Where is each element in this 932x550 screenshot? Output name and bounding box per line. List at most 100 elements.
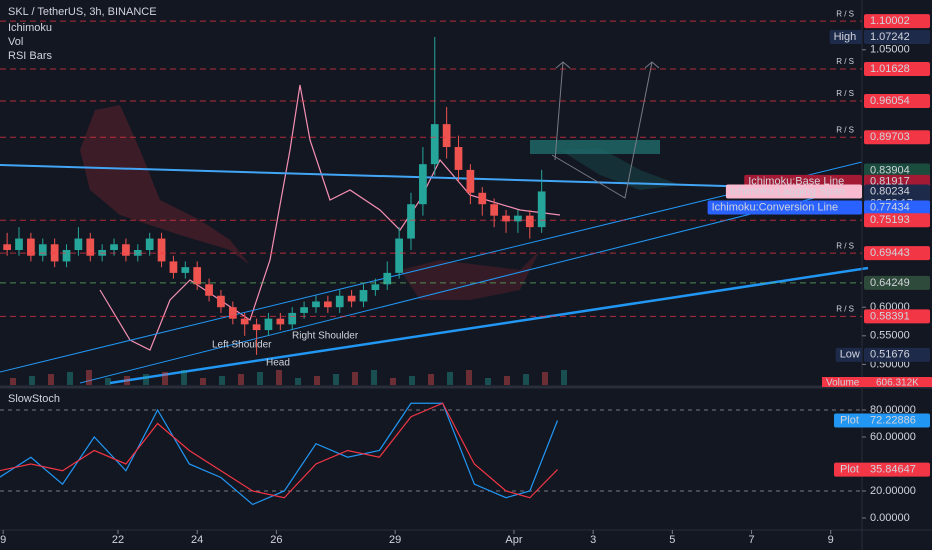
candle-body bbox=[514, 215, 522, 222]
candle-body bbox=[122, 244, 130, 256]
volume-bar bbox=[314, 376, 320, 385]
price-tag bbox=[864, 163, 930, 178]
ichimoku-cloud bbox=[400, 250, 540, 300]
candle-body bbox=[466, 169, 475, 193]
level-note: R / S bbox=[836, 57, 854, 66]
x-tick-label: 9 bbox=[0, 534, 6, 546]
candle-body bbox=[383, 272, 392, 285]
candle-body bbox=[3, 244, 11, 250]
price-tag-label: 0.75193 bbox=[870, 214, 910, 226]
volume-name: Volume bbox=[826, 378, 860, 389]
candle-body bbox=[442, 124, 451, 148]
candle-body bbox=[478, 192, 487, 205]
candle-body bbox=[62, 249, 71, 262]
candle-body bbox=[133, 249, 142, 256]
projection-arrow bbox=[554, 61, 564, 161]
price-tag-label: 1.10002 bbox=[870, 15, 910, 27]
candle-body bbox=[169, 261, 178, 273]
ichimoku-cloud bbox=[80, 105, 250, 265]
x-tick-label: 26 bbox=[270, 534, 282, 546]
tag-name-box bbox=[829, 29, 862, 44]
volume-bar bbox=[200, 378, 206, 385]
price-tag-label: 0.64249 bbox=[870, 277, 910, 289]
candle-body bbox=[145, 238, 154, 250]
x-tick-label: 5 bbox=[669, 534, 675, 546]
candle-body bbox=[228, 307, 237, 319]
candle-body bbox=[430, 124, 439, 165]
tag-name: Ichimoku:Conversion Line bbox=[712, 201, 839, 213]
candle-body bbox=[407, 204, 415, 239]
y-tick-label: 60.00000 bbox=[870, 431, 916, 443]
trend-line bbox=[109, 266, 869, 385]
volume-bar bbox=[124, 376, 130, 385]
candle-body bbox=[288, 312, 297, 325]
tag-name-box bbox=[707, 200, 862, 215]
candle-body bbox=[157, 238, 166, 262]
plot-name: Plot bbox=[840, 463, 859, 475]
plot-tag bbox=[834, 413, 930, 428]
candle-body bbox=[38, 244, 47, 256]
volume-bar bbox=[143, 374, 149, 385]
price-tag bbox=[864, 309, 930, 324]
candle-body bbox=[193, 267, 202, 285]
candle-body bbox=[525, 215, 534, 228]
price-tag bbox=[864, 275, 930, 290]
indicator-name: Vol bbox=[8, 36, 23, 48]
volume-bar bbox=[542, 372, 548, 385]
annotation: Left Shoulder bbox=[212, 340, 272, 351]
volume-bar bbox=[523, 374, 529, 385]
candle-body bbox=[276, 318, 285, 325]
x-tick-label: 22 bbox=[112, 534, 124, 546]
tag-name-box bbox=[725, 184, 862, 199]
price-tag bbox=[864, 213, 930, 228]
x-tick-label: 3 bbox=[590, 534, 596, 546]
level-note: R / S bbox=[836, 9, 854, 18]
candle-body bbox=[300, 307, 308, 313]
plot-value: 72.22886 bbox=[870, 414, 916, 426]
volume-bar bbox=[504, 376, 510, 385]
volume-bar bbox=[181, 370, 187, 385]
candle-body bbox=[419, 164, 427, 205]
price-tag-label: 0.51676 bbox=[870, 349, 910, 361]
price-tag bbox=[864, 200, 930, 215]
pane-title: SlowStoch bbox=[8, 393, 60, 405]
volume-bar bbox=[86, 370, 92, 385]
volume-bar bbox=[447, 372, 453, 385]
price-tag bbox=[864, 62, 930, 77]
candle-body bbox=[395, 238, 403, 273]
x-tick-label: 24 bbox=[191, 534, 203, 546]
candle-body bbox=[217, 295, 225, 308]
indicator-name: Ichimoku bbox=[8, 22, 52, 34]
tag-name: Low bbox=[840, 349, 860, 361]
volume-bar bbox=[219, 376, 225, 385]
price-tag-label: 0.83904 bbox=[870, 164, 910, 176]
price-tag-label: 1.07242 bbox=[870, 31, 910, 43]
price-tag bbox=[864, 93, 930, 108]
ichimoku-cloud bbox=[560, 148, 680, 190]
candle-body bbox=[490, 204, 499, 216]
volume-bar bbox=[428, 374, 434, 385]
candle-body bbox=[335, 295, 344, 308]
lagging-span bbox=[99, 84, 561, 351]
volume-bar bbox=[10, 378, 16, 385]
price-tag-label: 0.69443 bbox=[870, 247, 910, 259]
candle-body bbox=[347, 295, 356, 302]
price-tag-label: 1.01628 bbox=[870, 63, 910, 75]
volume-bar bbox=[162, 372, 168, 385]
level-note: R / S bbox=[836, 305, 854, 314]
candle-body bbox=[323, 301, 332, 308]
price-tag bbox=[864, 29, 930, 44]
volume-bar bbox=[48, 374, 54, 385]
volume-bar bbox=[295, 378, 301, 385]
volume-label: 606.312K bbox=[876, 378, 919, 389]
tag-name: Ichimoku:Lagging Span bbox=[730, 185, 845, 197]
volume-bar bbox=[67, 372, 73, 385]
candle-body bbox=[252, 324, 261, 331]
price-tag-label: 0.58391 bbox=[870, 310, 910, 322]
price-tag-label: 0.89703 bbox=[870, 131, 910, 143]
volume-bar bbox=[257, 372, 263, 385]
x-tick-label: 29 bbox=[389, 534, 401, 546]
arrow-head bbox=[644, 61, 660, 69]
